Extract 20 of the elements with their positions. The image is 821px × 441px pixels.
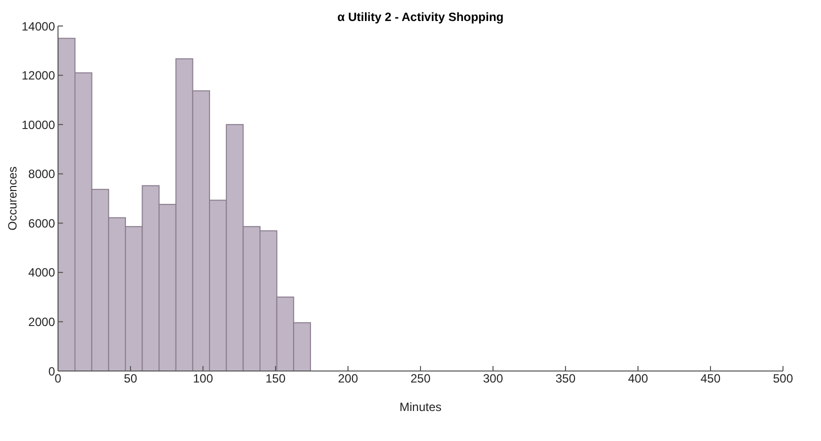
y-tick-label: 10000 — [22, 118, 56, 132]
x-tick-label: 100 — [192, 372, 214, 386]
y-axis-title: Occurences — [5, 166, 20, 231]
x-tick-label: 500 — [772, 372, 794, 386]
x-tick-label: 50 — [124, 372, 138, 386]
y-tick-label: 2000 — [28, 314, 56, 329]
x-tick-label: 300 — [482, 372, 504, 386]
y-tick-label: 6000 — [28, 216, 56, 230]
x-tick-label: 250 — [410, 372, 431, 386]
y-tick-label: 12000 — [22, 68, 56, 83]
y-tick-label: 14000 — [22, 19, 56, 34]
x-tick-label: 450 — [700, 372, 721, 386]
x-tick-label: 400 — [628, 372, 648, 386]
x-axis-title: Minutes — [399, 400, 442, 414]
x-tick-label: 150 — [265, 372, 286, 386]
chart-title: α Utility 2 - Activity Shopping — [336, 10, 505, 24]
x-tick-label: 200 — [338, 372, 358, 386]
y-tick-label: 8000 — [28, 167, 56, 182]
y-tick-label: 4000 — [28, 266, 56, 280]
x-tick-label: 350 — [555, 372, 576, 386]
